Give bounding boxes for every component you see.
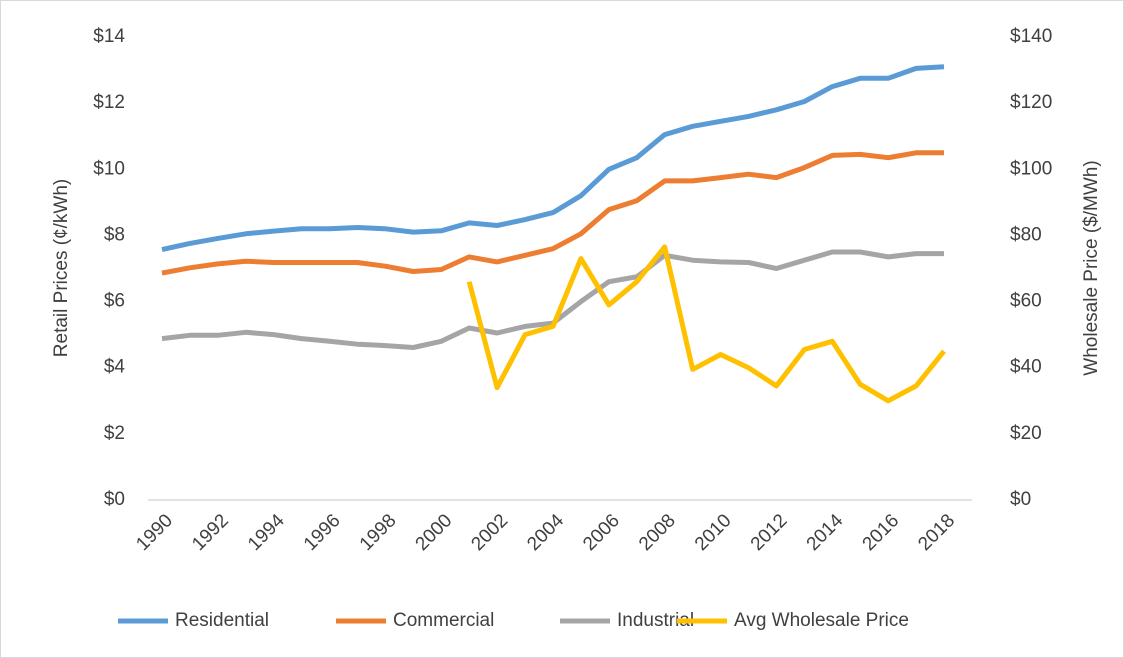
y2-tick-label: $100	[1010, 158, 1052, 179]
y-tick-label: $10	[93, 158, 125, 179]
legend-label: Avg Wholesale Price	[734, 610, 909, 631]
y2-tick-label: $40	[1010, 357, 1042, 378]
y-tick-label: $6	[104, 291, 125, 312]
y-tick-label: $2	[104, 423, 125, 444]
y-tick-label: $12	[93, 92, 125, 113]
legend-label: Industrial	[617, 610, 694, 631]
y-tick-label: $4	[104, 357, 126, 378]
y2-tick-label: $20	[1010, 423, 1042, 444]
y2-tick-label: $60	[1010, 291, 1042, 312]
y-tick-label: $0	[104, 489, 125, 510]
y2-tick-label: $80	[1010, 224, 1042, 245]
series-line	[466, 244, 946, 404]
y-tick-label: $14	[93, 26, 125, 47]
y-tick-label: $8	[104, 224, 125, 245]
legend-label: Commercial	[393, 610, 494, 631]
series-line	[161, 150, 944, 276]
y-axis-label: Retail Prices (¢/kWh)	[51, 179, 72, 357]
legend-label: Residential	[175, 610, 269, 631]
y2-tick-label: $0	[1010, 489, 1031, 510]
y2-tick-label: $120	[1010, 92, 1052, 113]
series-line	[161, 64, 945, 253]
y2-tick-label: $140	[1010, 26, 1052, 47]
y2-axis-label: Wholesale Price ($/MWh)	[1081, 160, 1102, 375]
